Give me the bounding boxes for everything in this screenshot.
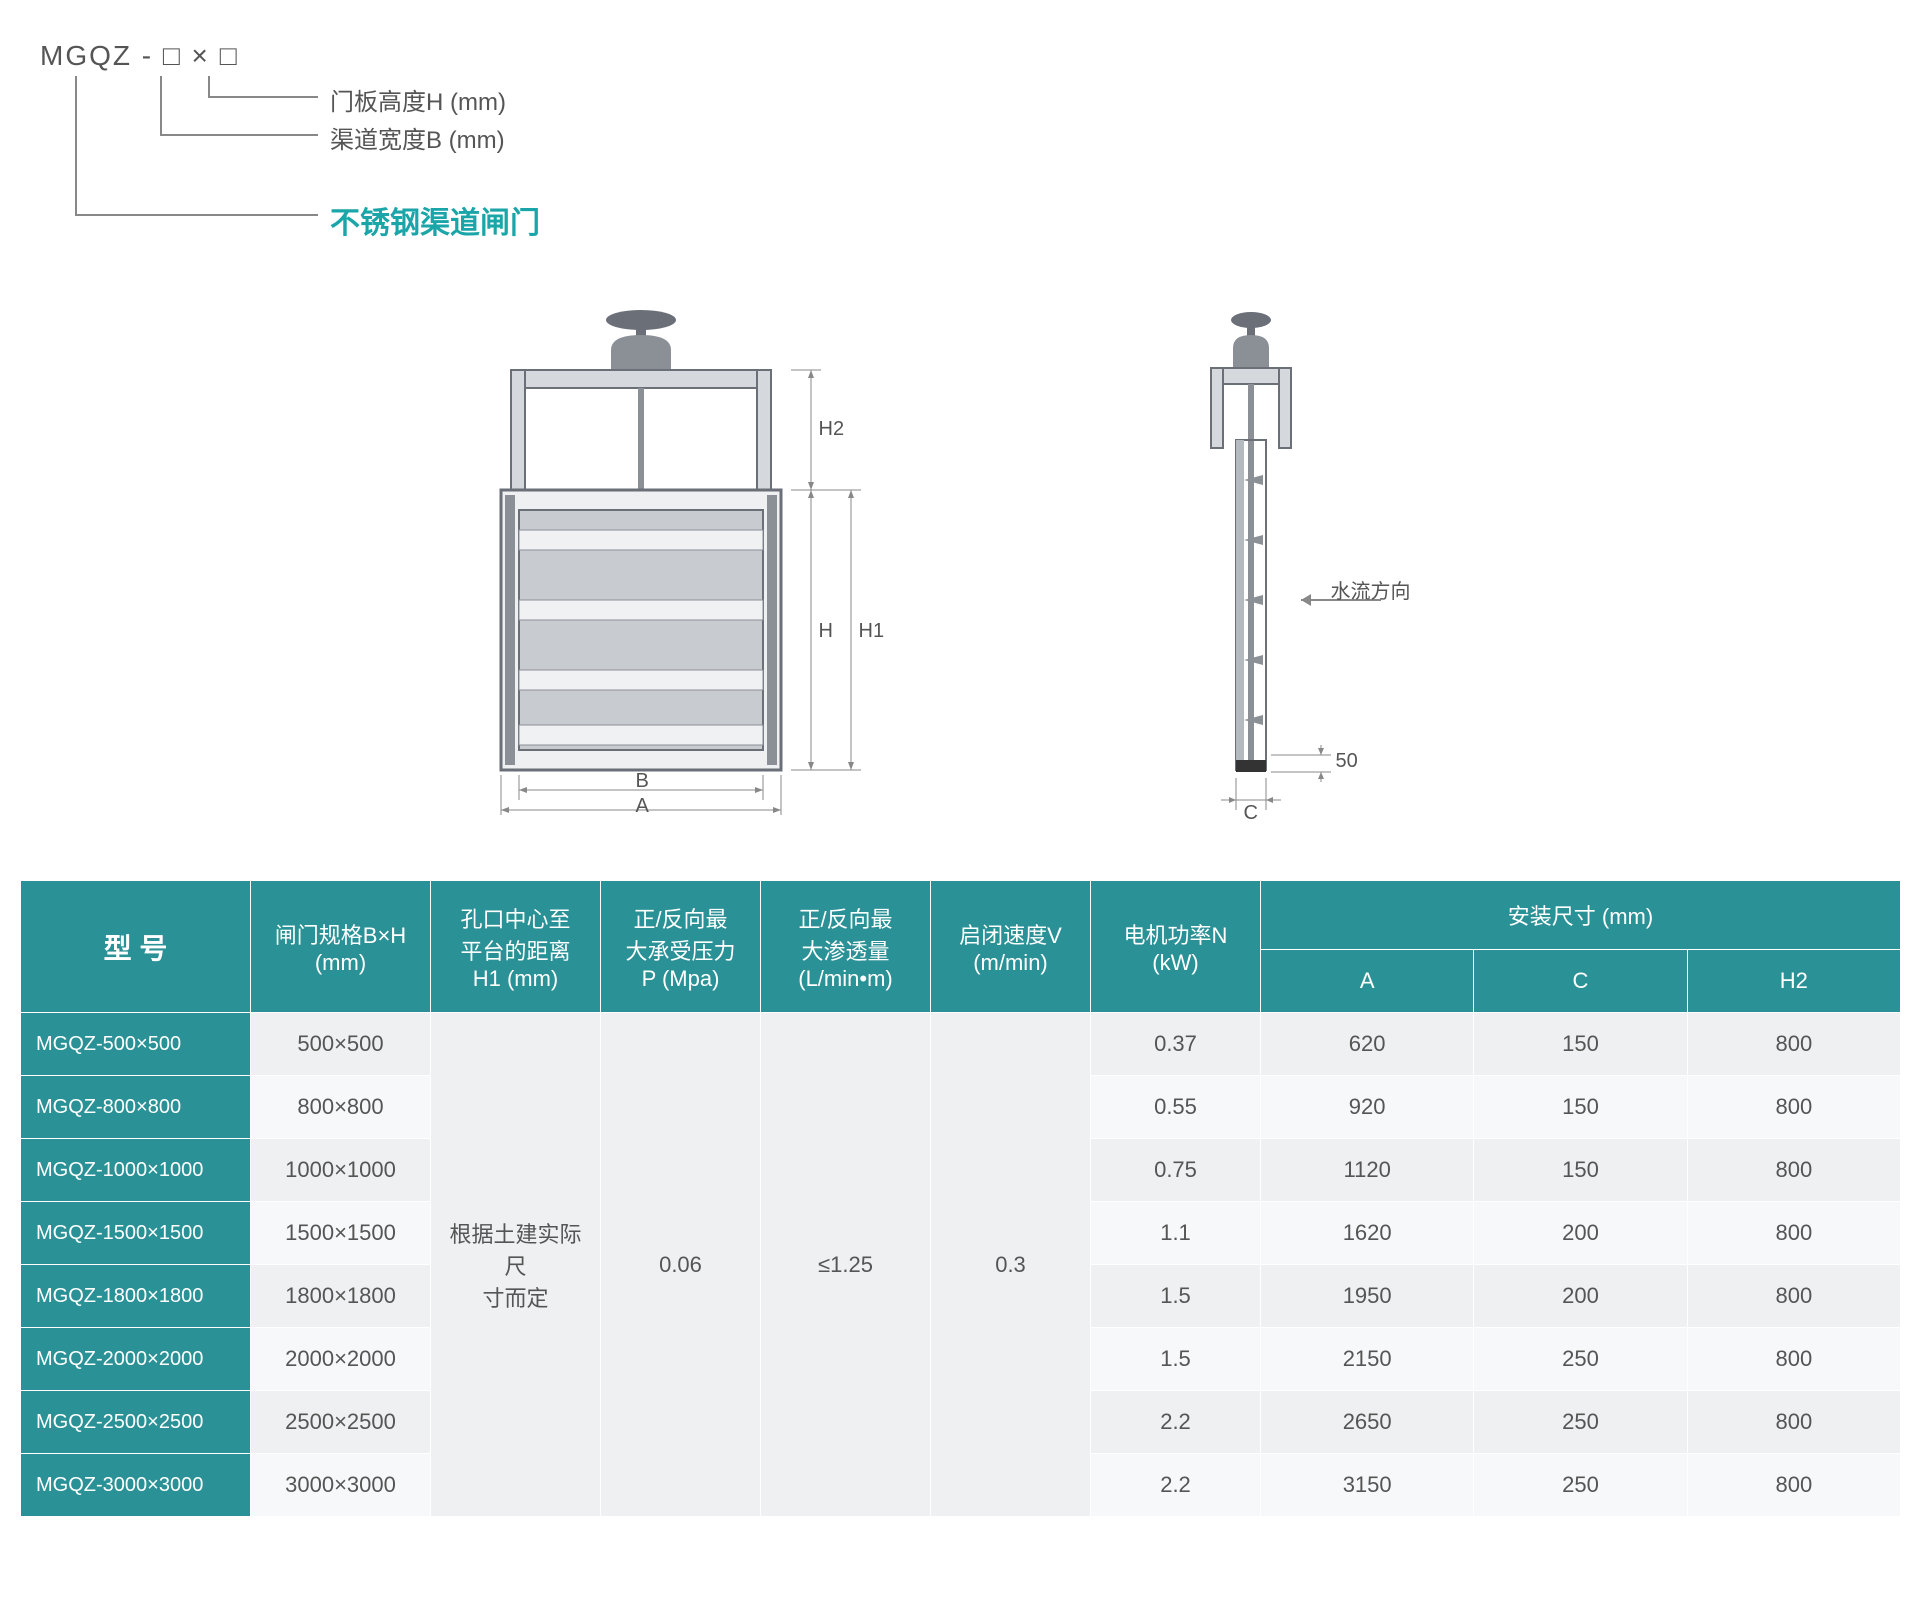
spec-cell: 2500×2500 <box>251 1391 431 1454</box>
header-a: A <box>1261 950 1474 1013</box>
spec-cell: 500×500 <box>251 1013 431 1076</box>
c-cell: 150 <box>1474 1013 1687 1076</box>
h2-cell: 800 <box>1687 1139 1900 1202</box>
h2-cell: 800 <box>1687 1076 1900 1139</box>
model-cell: MGQZ-800×800 <box>21 1076 251 1139</box>
a-cell: 920 <box>1261 1076 1474 1139</box>
n-cell: 0.55 <box>1091 1076 1261 1139</box>
c-cell: 150 <box>1474 1076 1687 1139</box>
h2-cell: 800 <box>1687 1454 1900 1517</box>
header-spec: 闸门规格B×H (mm) <box>251 881 431 1013</box>
h1-merged-cell: 根据土建实际尺 寸而定 <box>431 1013 601 1517</box>
model-cell: MGQZ-1000×1000 <box>21 1139 251 1202</box>
header-c: C <box>1474 950 1687 1013</box>
label-height: 门板高度H (mm) <box>330 82 506 117</box>
h2-cell: 800 <box>1687 1202 1900 1265</box>
model-cell: MGQZ-2500×2500 <box>21 1391 251 1454</box>
n-cell: 2.2 <box>1091 1454 1261 1517</box>
table-row: MGQZ-500×500500×500根据土建实际尺 寸而定0.06≤1.250… <box>21 1013 1901 1076</box>
technical-drawings: H2 H H1 B A <box>20 300 1901 820</box>
a-cell: 2650 <box>1261 1391 1474 1454</box>
n-cell: 1.5 <box>1091 1328 1261 1391</box>
header-n: 电机功率N (kW) <box>1091 881 1261 1013</box>
v-merged-cell: 0.3 <box>931 1013 1091 1517</box>
model-cell: MGQZ-500×500 <box>21 1013 251 1076</box>
a-cell: 3150 <box>1261 1454 1474 1517</box>
c-cell: 250 <box>1474 1454 1687 1517</box>
model-cell: MGQZ-3000×3000 <box>21 1454 251 1517</box>
h2-cell: 800 <box>1687 1328 1900 1391</box>
n-cell: 2.2 <box>1091 1391 1261 1454</box>
n-cell: 0.75 <box>1091 1139 1261 1202</box>
header-leak: 正/反向最 大渗透量 (L/min•m) <box>761 881 931 1013</box>
c-cell: 250 <box>1474 1328 1687 1391</box>
spec-table: 型 号 闸门规格B×H (mm) 孔口中心至 平台的距离 H1 (mm) 正/反… <box>20 880 1901 1517</box>
spec-cell: 800×800 <box>251 1076 431 1139</box>
side-view-diagram: 水流方向 50 C <box>1181 300 1461 820</box>
model-cell: MGQZ-2000×2000 <box>21 1328 251 1391</box>
h2-cell: 800 <box>1687 1013 1900 1076</box>
n-cell: 1.5 <box>1091 1265 1261 1328</box>
header-v: 启闭速度V (m/min) <box>931 881 1091 1013</box>
leak-merged-cell: ≤1.25 <box>761 1013 931 1517</box>
front-view-diagram: H2 H H1 B A <box>461 300 881 820</box>
c-cell: 250 <box>1474 1391 1687 1454</box>
naming-diagram: MGQZ - □ × □ 门板高度H (mm) 渠道宽度B (mm) 不锈钢渠道… <box>20 40 1901 260</box>
a-cell: 2150 <box>1261 1328 1474 1391</box>
n-cell: 1.1 <box>1091 1202 1261 1265</box>
c-cell: 200 <box>1474 1202 1687 1265</box>
header-install: 安装尺寸 (mm) <box>1261 881 1901 950</box>
a-cell: 1950 <box>1261 1265 1474 1328</box>
label-width: 渠道宽度B (mm) <box>330 120 505 155</box>
spec-cell: 1800×1800 <box>251 1265 431 1328</box>
header-model: 型 号 <box>21 881 251 1013</box>
spec-cell: 3000×3000 <box>251 1454 431 1517</box>
h2-cell: 800 <box>1687 1391 1900 1454</box>
model-cell: MGQZ-1800×1800 <box>21 1265 251 1328</box>
header-h2: H2 <box>1687 950 1900 1013</box>
spec-cell: 1500×1500 <box>251 1202 431 1265</box>
spec-cell: 2000×2000 <box>251 1328 431 1391</box>
c-cell: 200 <box>1474 1265 1687 1328</box>
model-cell: MGQZ-1500×1500 <box>21 1202 251 1265</box>
spec-cell: 1000×1000 <box>251 1139 431 1202</box>
header-h1: 孔口中心至 平台的距离 H1 (mm) <box>431 881 601 1013</box>
h2-cell: 800 <box>1687 1265 1900 1328</box>
p-merged-cell: 0.06 <box>601 1013 761 1517</box>
product-code: MGQZ - □ × □ <box>40 40 239 72</box>
n-cell: 0.37 <box>1091 1013 1261 1076</box>
a-cell: 620 <box>1261 1013 1474 1076</box>
a-cell: 1120 <box>1261 1139 1474 1202</box>
c-cell: 150 <box>1474 1139 1687 1202</box>
a-cell: 1620 <box>1261 1202 1474 1265</box>
product-title: 不锈钢渠道闸门 <box>330 198 540 242</box>
header-p: 正/反向最 大承受压力 P (Mpa) <box>601 881 761 1013</box>
